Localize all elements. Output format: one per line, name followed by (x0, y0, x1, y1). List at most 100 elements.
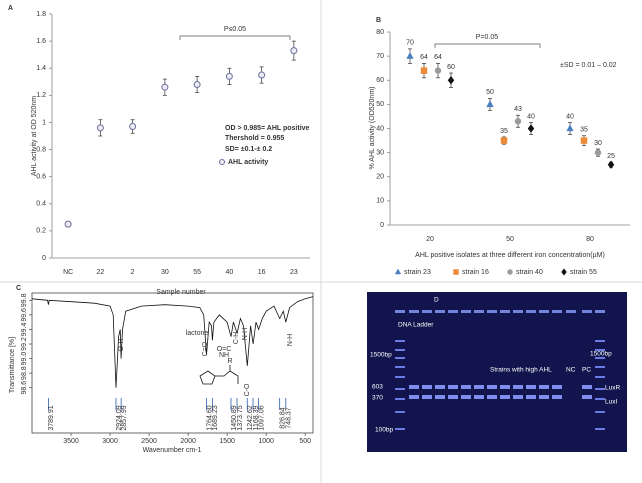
data-point (500, 137, 508, 144)
gel-band (487, 395, 497, 399)
y-axis-label: Transmittance [%] (9, 337, 16, 393)
gel-band (595, 411, 605, 413)
gel-label: 1500bp (370, 352, 392, 359)
gel-band (435, 385, 445, 389)
significance-bracket (179, 35, 291, 40)
gel-band (461, 385, 471, 389)
y-tick-label: 50 (376, 101, 384, 108)
y-tick-label: 80 (376, 29, 384, 36)
y-tick-label: 98.8 (21, 366, 28, 380)
y-tick-label: 99.8 (21, 293, 28, 307)
data-point (406, 52, 414, 59)
peak-annotation: lactone (186, 330, 209, 337)
gel-label: 1500bp (590, 351, 612, 358)
y-tick-label: 0.6 (36, 174, 46, 181)
legend-label: AHL activity (228, 159, 268, 166)
x-tick-label: 2500 (141, 438, 157, 445)
gel-band (448, 395, 458, 399)
gel-well (487, 310, 497, 313)
gel-band (539, 385, 549, 389)
data-point (290, 47, 298, 55)
legend-marker (394, 268, 402, 275)
gel-band (500, 395, 510, 399)
peak-annotation: O=C (217, 346, 232, 353)
y-tick-label: 99.2 (21, 337, 28, 351)
gel-well (582, 310, 592, 313)
data-point (161, 83, 169, 91)
gel-band (395, 428, 405, 430)
gel-band (526, 385, 536, 389)
gel-well (513, 310, 523, 313)
x-tick-label: 40 (225, 269, 233, 276)
gel-band (552, 395, 562, 399)
gel-band (395, 349, 405, 351)
x-axis-label: Sample number (156, 289, 206, 296)
x-tick-label: 3500 (63, 438, 79, 445)
gel-band (526, 395, 536, 399)
data-label: 60 (447, 64, 455, 71)
legend-label: strain 55 (570, 269, 597, 276)
panel-label: B (376, 17, 381, 24)
x-tick-label: NC (63, 269, 73, 276)
y-tick-label: 0 (380, 222, 384, 229)
y-tick-label: 99.4 (21, 323, 28, 337)
lactone-structure (199, 365, 239, 385)
gel-label: NC (566, 367, 576, 374)
data-point (607, 160, 615, 169)
x-tick-label: 3000 (102, 438, 118, 445)
x-tick-label: 55 (193, 269, 201, 276)
data-label: 64 (434, 54, 442, 61)
gel-band (595, 357, 605, 359)
data-point (225, 72, 233, 80)
peak-label: 1242.62 (247, 405, 254, 430)
x-tick-label: 2 (131, 269, 135, 276)
data-point (193, 80, 201, 88)
peak-label: 748.37 (286, 407, 293, 429)
data-label: 35 (580, 127, 588, 134)
peak-label: 1373.75 (237, 405, 244, 430)
gel-band (500, 385, 510, 389)
data-point (514, 118, 522, 125)
gel-band (595, 428, 605, 430)
gel-band (395, 398, 405, 400)
x-tick-label: 50 (506, 236, 514, 243)
gel-label: LuxI (605, 399, 617, 406)
gel-band (448, 385, 458, 389)
data-point (580, 137, 588, 144)
gel-band (582, 385, 592, 389)
data-point (64, 220, 72, 228)
gel-label: 603 (372, 384, 383, 391)
y-tick-label: 0.2 (36, 228, 46, 235)
data-point (527, 124, 535, 133)
gel-well (500, 310, 510, 313)
data-label: 70 (406, 40, 414, 47)
gel-label: Strains with high AHL (490, 367, 552, 374)
legend-marker (507, 269, 513, 275)
spectrum-line (31, 296, 314, 388)
gel-well (395, 310, 405, 313)
x-tick-label: 80 (586, 236, 594, 243)
gel-well (448, 310, 458, 313)
peak-annotation: C-O (244, 383, 251, 396)
y-tick-label: 0.4 (36, 201, 46, 208)
gel-band (409, 395, 419, 399)
y-tick-label: 30 (376, 149, 384, 156)
gel-label: D (434, 297, 439, 304)
peak-label: 2857.99 (121, 405, 128, 430)
gel-band (395, 357, 405, 359)
gel-band (395, 366, 405, 368)
data-point (434, 67, 442, 74)
gel-panel: D DNA Ladder 1500bp 603 370 100bp Strains with… (367, 292, 627, 452)
y-axis-label: AHL activity at OD 520nm (31, 96, 38, 176)
data-label: 35 (500, 128, 508, 135)
y-tick-label: 99.0 (21, 352, 28, 366)
legend-label: strain 23 (404, 269, 431, 276)
gel-band (474, 395, 484, 399)
y-axis-label: % AHL activity (OD520nm) (369, 87, 376, 170)
gel-well (539, 310, 549, 313)
gel-well (595, 310, 605, 313)
gel-band (487, 385, 497, 389)
legend-marker (219, 159, 225, 165)
gel-band (409, 385, 419, 389)
legend-marker (561, 268, 567, 276)
